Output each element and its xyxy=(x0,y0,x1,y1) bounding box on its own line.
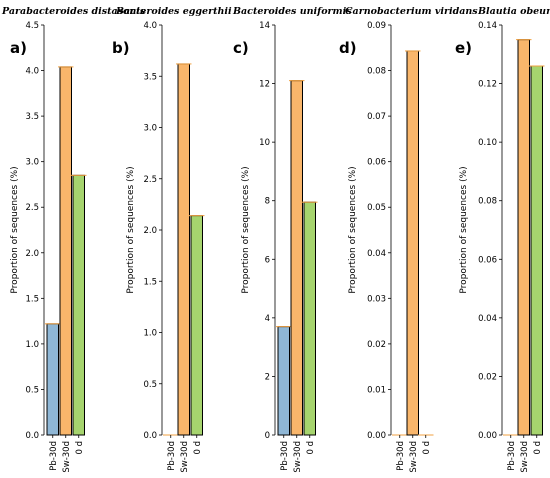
bar-sw-30d xyxy=(177,63,190,436)
y-tick-label: 0.01 xyxy=(367,385,386,395)
panel-title: Blautia obeum xyxy=(477,6,550,17)
y-tick-label: 14 xyxy=(259,21,270,31)
y-tick-label: 12 xyxy=(259,80,270,90)
y-tick-label: 3.5 xyxy=(25,112,39,122)
y-tick-label: 4.0 xyxy=(143,21,157,31)
y-tick-label: 0 xyxy=(265,431,270,441)
y-tick-label: 2 xyxy=(265,372,270,382)
y-axis-label: Proportion of sequences (%) xyxy=(241,166,251,293)
panel-letter: e) xyxy=(455,39,472,57)
bar-sw-30d xyxy=(290,80,303,436)
x-tick-label: 0 d xyxy=(533,441,543,455)
panel-title: Bacteroides eggerthii xyxy=(115,6,232,17)
y-tick-label: 0.09 xyxy=(367,21,386,31)
x-tick-label: 0 d xyxy=(422,441,432,455)
x-tick-label: Pb-30d xyxy=(507,441,517,471)
y-tick-label: 0.04 xyxy=(367,249,386,259)
bar-0d xyxy=(303,201,316,436)
y-tick-label: 0.00 xyxy=(367,431,386,441)
y-tick-label: 0.03 xyxy=(367,294,386,304)
y-tick-label: 0.5 xyxy=(25,385,39,395)
y-tick-label: 0.08 xyxy=(367,67,386,77)
y-tick-label: 2.0 xyxy=(25,249,39,259)
panel-letter: c) xyxy=(233,39,249,57)
y-axis-label: Proportion of sequences (%) xyxy=(459,166,469,293)
x-tick-label: Pb-30d xyxy=(396,441,406,471)
bar-0d xyxy=(530,65,543,436)
bar-sw-30d xyxy=(406,50,419,436)
y-tick-label: 1.5 xyxy=(143,277,157,287)
bar-pb-30d xyxy=(277,326,290,436)
y-tick-label: 10 xyxy=(259,138,270,148)
y-tick-label: 2.5 xyxy=(143,175,157,185)
y-tick-label: 4 xyxy=(265,314,270,324)
panel-2: Bacteroides eggerthii b) 0.0 0.5 1.0 1.5 2.0 2.… xyxy=(112,6,232,473)
panel-3: Bacteroides uniformis c) 0 2 4 6 8 10 12 14 Propor… xyxy=(232,6,352,473)
y-axis-label: Proportion of sequences (%) xyxy=(126,166,136,293)
y-tick-label: 0.12 xyxy=(478,80,497,90)
panel-letter: a) xyxy=(10,39,27,57)
x-tick-label: Pb-30d xyxy=(49,441,59,471)
panel-title: Carnobacterium viridans xyxy=(345,6,478,17)
y-tick-label: 0.02 xyxy=(367,340,386,350)
x-tick-label: 0 d xyxy=(306,441,316,455)
y-axis-label: Proportion of sequences (%) xyxy=(348,166,358,293)
x-tick-label: Sw-30d xyxy=(520,441,530,473)
y-tick-label: 3.5 xyxy=(143,72,157,82)
panel-letter: b) xyxy=(112,39,130,57)
bar-0d xyxy=(190,215,203,436)
panel-4: Carnobacterium viridans d) 0.00 0.01 0.02 0.0… xyxy=(339,6,478,473)
x-tick-label: Sw-30d xyxy=(180,441,190,473)
panel-letter: d) xyxy=(339,39,357,57)
y-tick-label: 2.5 xyxy=(25,203,39,213)
y-tick-label: 0.10 xyxy=(478,138,497,148)
bar-pb-30d xyxy=(46,323,59,436)
x-tick-label: Sw-30d xyxy=(293,441,303,473)
y-tick-label: 0.07 xyxy=(367,112,386,122)
panel-1: Parabacteroides distasonis a) 0.0 0.5 1.0 1.5… xyxy=(1,6,146,473)
panel-title: Parabacteroides distasonis xyxy=(1,6,146,17)
x-tick-label: 0 d xyxy=(75,441,85,455)
y-tick-label: 1.0 xyxy=(143,329,157,339)
y-tick-label: 0.06 xyxy=(478,255,497,265)
y-tick-label: 3.0 xyxy=(143,124,157,134)
x-tick-label: 0 d xyxy=(193,441,203,455)
y-tick-label: 8 xyxy=(265,197,270,207)
y-tick-label: 0.14 xyxy=(478,21,497,31)
bar-0d xyxy=(72,174,85,436)
y-tick-label: 4.5 xyxy=(25,21,39,31)
x-tick-label: Sw-30d xyxy=(409,441,419,473)
y-tick-label: 0.0 xyxy=(143,431,157,441)
bar-sw-30d xyxy=(517,39,530,436)
y-tick-label: 2.0 xyxy=(143,226,157,236)
y-tick-label: 0.5 xyxy=(143,380,157,390)
y-tick-label: 1.0 xyxy=(25,340,39,350)
y-axis-label: Proportion of sequences (%) xyxy=(10,166,20,293)
y-tick-label: 0.04 xyxy=(478,314,497,324)
x-tick-label: Pb-30d xyxy=(280,441,290,471)
x-tick-label: Pb-30d xyxy=(167,441,177,471)
y-tick-label: 0.0 xyxy=(25,431,39,441)
y-tick-label: 4.0 xyxy=(25,67,39,77)
panel-5: Blautia obeum e) 0.00 0.02 0.04 0.06 0.08 0.10 0… xyxy=(455,6,550,473)
y-tick-label: 0.02 xyxy=(478,372,497,382)
y-tick-label: 0.06 xyxy=(367,158,386,168)
y-tick-label: 0.05 xyxy=(367,203,386,213)
y-tick-label: 0.00 xyxy=(478,431,497,441)
y-tick-label: 0.08 xyxy=(478,197,497,207)
bar-sw-30d xyxy=(59,66,72,436)
x-tick-label: Sw-30d xyxy=(62,441,72,473)
y-tick-label: 1.5 xyxy=(25,294,39,304)
panel-title: Bacteroides uniformis xyxy=(232,6,352,17)
y-tick-label: 6 xyxy=(265,255,270,265)
y-tick-label: 3.0 xyxy=(25,158,39,168)
